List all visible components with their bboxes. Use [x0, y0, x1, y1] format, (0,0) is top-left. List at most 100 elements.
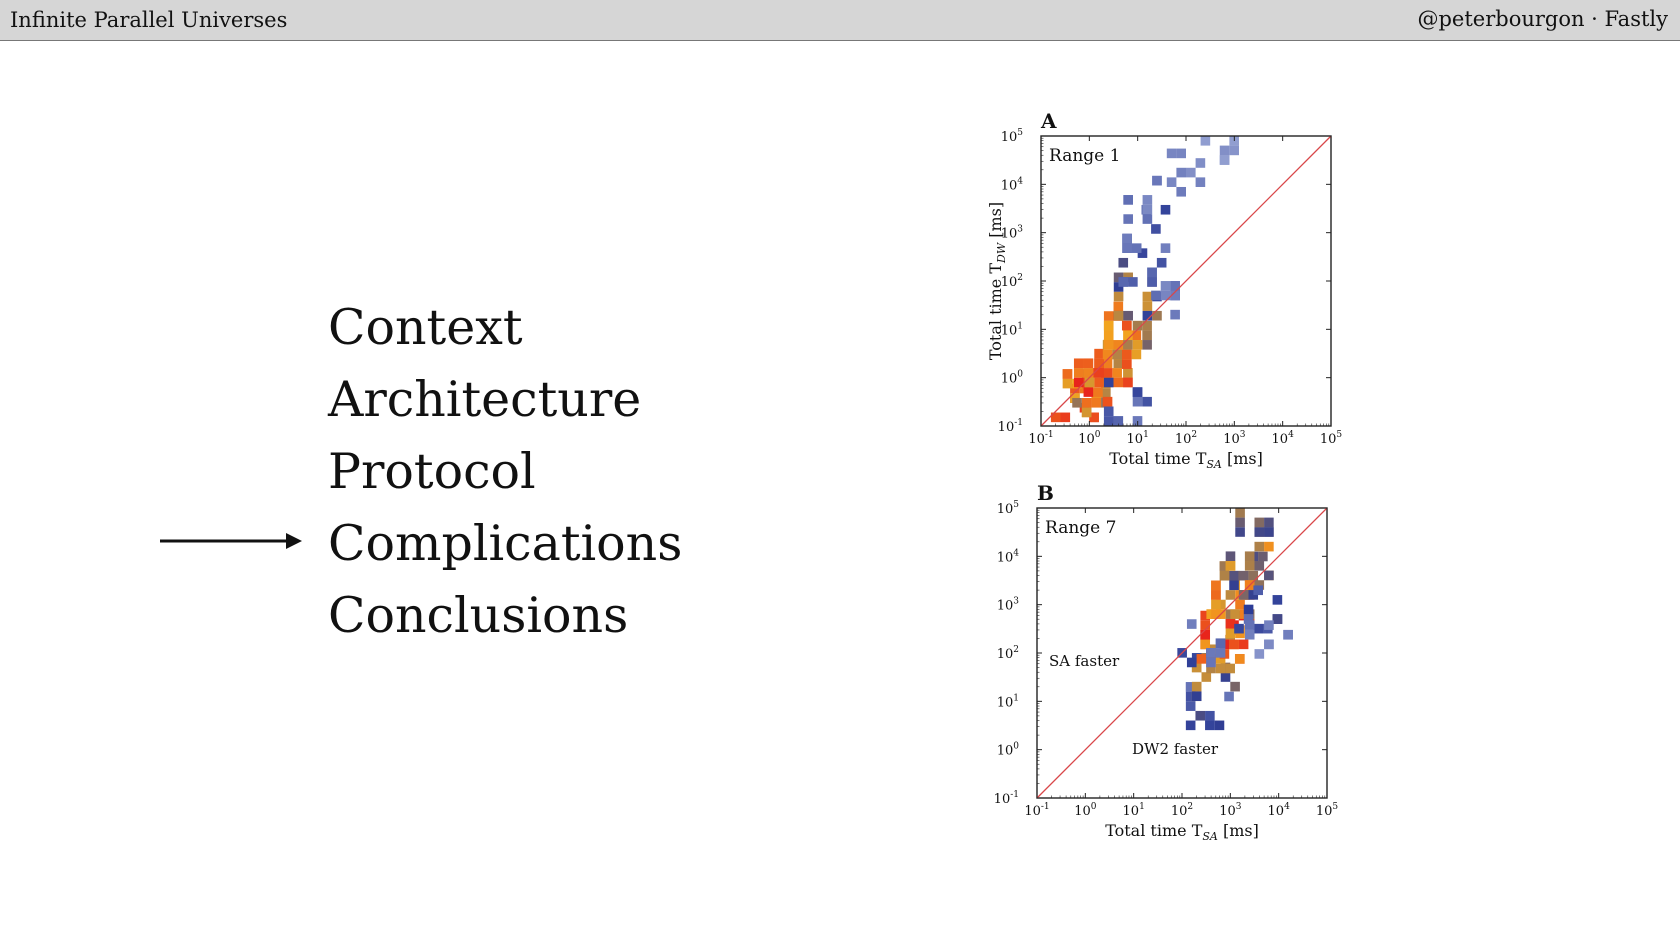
heatmap-cell — [1211, 599, 1221, 610]
heatmap-cell — [1186, 167, 1196, 178]
heatmap-cell — [1264, 541, 1274, 552]
heatmap-cell — [1186, 657, 1197, 668]
heatmap-cell — [1103, 330, 1114, 341]
heatmap-cell — [1060, 412, 1071, 423]
heatmap-cell — [1253, 623, 1263, 634]
heatmap-cell — [1152, 310, 1162, 321]
heatmap-cell — [1132, 340, 1143, 350]
heatmap-cell — [1225, 551, 1236, 562]
heatmap-cell — [1132, 416, 1143, 426]
heatmap-cell — [1132, 387, 1143, 397]
range-label: Range 7 — [1045, 518, 1116, 538]
x-tick-label: 101 — [1123, 802, 1145, 819]
heatmap-cell — [1072, 397, 1082, 408]
slide-header: Infinite Parallel Universes @peterbourgo… — [0, 0, 1680, 41]
heatmap-cell — [1283, 629, 1293, 640]
heatmap-cell — [1137, 248, 1148, 258]
x-tick-label: 105 — [1316, 802, 1339, 819]
heatmap-cell — [1196, 654, 1207, 664]
heatmap-cell — [1244, 561, 1255, 571]
heatmap-cell — [1170, 281, 1180, 291]
heatmap-cell — [1142, 330, 1152, 341]
heatmap-cell — [1156, 257, 1167, 268]
heatmap-cell — [1170, 309, 1180, 320]
current-section-arrow-icon — [160, 533, 302, 549]
heatmap-cell — [1185, 701, 1196, 711]
y-tick-label: 104 — [1001, 176, 1024, 193]
heatmap-cell — [1185, 682, 1196, 692]
heatmap-cell — [1103, 416, 1114, 426]
heatmap-chart-b: 10-1 10-1 100 100 101 101 102 102 103 103 104 104 10… — [994, 481, 1339, 843]
heatmap-cell — [1142, 301, 1153, 311]
agenda-item-conclusions: Conclusions — [328, 587, 629, 644]
heatmap-cell — [1094, 358, 1104, 369]
heatmap-cell — [1132, 396, 1143, 407]
y-tick-label: 100 — [997, 742, 1020, 759]
heatmap-cell — [1102, 358, 1113, 369]
diagonal-reference-line — [1040, 135, 1332, 427]
heatmap-cell — [1113, 291, 1124, 302]
heatmap-cell — [1195, 177, 1206, 187]
heatmap-cell — [1244, 551, 1255, 562]
heatmap-cell — [1191, 681, 1202, 692]
heatmap-cell — [1220, 672, 1231, 682]
heatmap-cell — [1103, 377, 1114, 388]
heatmap-cell — [1200, 136, 1211, 146]
heatmap-cell — [1244, 620, 1255, 630]
heatmap-cell — [1112, 340, 1122, 350]
heatmap-cell — [1206, 657, 1216, 668]
heatmap-cell — [1121, 359, 1132, 369]
heatmap-cell — [1264, 639, 1274, 650]
heatmap-cell — [1272, 595, 1283, 605]
x-axis-label: Total time TSA [ms] — [1105, 821, 1259, 843]
x-tick-label: 105 — [1320, 430, 1343, 447]
heatmap-cell — [1214, 720, 1225, 731]
heatmap-cell — [1176, 186, 1186, 197]
heatmap-cell — [1147, 267, 1157, 278]
heatmap-cell — [1254, 561, 1265, 571]
heatmap-cell — [1243, 604, 1254, 615]
heatmap-cell — [1118, 277, 1129, 287]
y-tick-label: 103 — [997, 597, 1020, 614]
x-tick-label: 103 — [1223, 430, 1246, 447]
y-tick-label: 101 — [997, 693, 1019, 710]
heatmap-cell — [1081, 397, 1092, 408]
heatmap-cell — [1248, 590, 1259, 600]
heatmap-cell — [1215, 663, 1226, 674]
heatmap-cell — [1062, 378, 1073, 389]
heatmap-cell — [1113, 416, 1124, 426]
heatmap-cell — [1200, 620, 1211, 630]
heatmap-cell — [1131, 330, 1142, 341]
agenda-list: Context Architecture Protocol Complicati… — [328, 292, 682, 652]
heatmap-cell — [1176, 167, 1186, 178]
heatmap-cell — [1264, 620, 1274, 630]
heatmap-cell — [1121, 349, 1132, 360]
agenda-item-architecture: Architecture — [328, 371, 642, 428]
heatmap-cell — [1102, 349, 1113, 360]
heatmap-cell — [1185, 691, 1196, 702]
heatmap-cell — [1176, 148, 1186, 159]
agenda-item-complications: Complications — [328, 515, 683, 572]
heatmap-cell — [1211, 590, 1221, 600]
heatmap-cell — [1131, 243, 1142, 253]
heatmap-cell — [1118, 257, 1129, 268]
heatmap-cell — [1205, 720, 1215, 731]
x-tick-label: 102 — [1175, 430, 1197, 447]
heatmap-cell — [1122, 233, 1132, 244]
heatmap-cell — [1230, 681, 1240, 692]
heatmap-cell — [1264, 570, 1274, 581]
heatmap-cell — [1123, 330, 1133, 341]
heatmap-cell — [1103, 406, 1114, 417]
heatmap-cell — [1070, 383, 1080, 394]
heatmap-cell — [1113, 282, 1124, 292]
heatmap-cell — [1195, 710, 1206, 721]
heatmap-cell — [1229, 639, 1239, 650]
annotation-dw2-faster: DW2 faster — [1132, 740, 1219, 758]
panel-letter: A — [1040, 109, 1057, 133]
heatmap-cell — [1195, 158, 1206, 168]
y-tick-label: 104 — [997, 548, 1020, 565]
heatmap-cell — [1206, 663, 1216, 674]
x-tick-label: 10-1 — [1028, 430, 1053, 447]
heatmap-cell — [1142, 320, 1152, 331]
heatmap-cell — [1219, 155, 1230, 165]
